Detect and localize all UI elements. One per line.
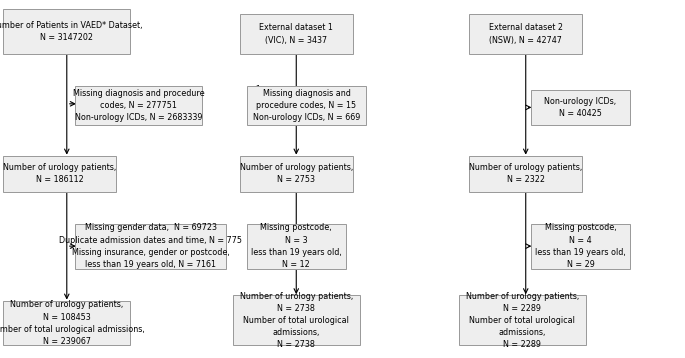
FancyBboxPatch shape (75, 224, 226, 268)
FancyBboxPatch shape (240, 156, 353, 192)
Text: External dataset 2
(NSW), N = 42747: External dataset 2 (NSW), N = 42747 (488, 23, 563, 45)
Text: Non-urology ICDs,
N = 40425: Non-urology ICDs, N = 40425 (545, 97, 616, 118)
Text: Number of urology patients,
N = 2289
Number of total urological
admissions,
N = : Number of urology patients, N = 2289 Num… (466, 292, 579, 349)
Text: Missing diagnosis and
procedure codes, N = 15
Non-urology ICDs, N = 669: Missing diagnosis and procedure codes, N… (253, 89, 360, 122)
FancyBboxPatch shape (459, 295, 586, 345)
Text: External dataset 1
(VIC), N = 3437: External dataset 1 (VIC), N = 3437 (260, 23, 333, 45)
FancyBboxPatch shape (247, 224, 346, 268)
Text: Number of urology patients,
N = 2322: Number of urology patients, N = 2322 (469, 163, 582, 184)
Text: Missing postcode,
N = 3
less than 19 years old,
N = 12: Missing postcode, N = 3 less than 19 yea… (251, 223, 342, 269)
Text: Number of Patients in VAED* Dataset,
N = 3147202: Number of Patients in VAED* Dataset, N =… (0, 21, 142, 42)
FancyBboxPatch shape (247, 86, 366, 125)
FancyBboxPatch shape (469, 14, 582, 54)
FancyBboxPatch shape (75, 86, 202, 125)
FancyBboxPatch shape (531, 90, 630, 125)
FancyBboxPatch shape (240, 14, 353, 54)
FancyBboxPatch shape (3, 301, 130, 345)
FancyBboxPatch shape (233, 295, 360, 345)
Text: Number of urology patients,
N = 108453
Number of total urological admissions,
N : Number of urology patients, N = 108453 N… (0, 300, 145, 346)
Text: Number of urology patients,
N = 2738
Number of total urological
admissions,
N = : Number of urology patients, N = 2738 Num… (240, 292, 353, 349)
Text: Number of urology patients,
N = 2753: Number of urology patients, N = 2753 (240, 163, 353, 184)
Text: Missing postcode,
N = 4
less than 19 years old,
N = 29: Missing postcode, N = 4 less than 19 yea… (535, 223, 626, 269)
FancyBboxPatch shape (3, 156, 116, 192)
Text: Missing gender data,  N = 69723
Duplicate admission dates and time, N = 775
Miss: Missing gender data, N = 69723 Duplicate… (59, 223, 242, 269)
Text: Number of urology patients,
N = 186112: Number of urology patients, N = 186112 (3, 163, 116, 184)
FancyBboxPatch shape (469, 156, 582, 192)
FancyBboxPatch shape (531, 224, 630, 268)
FancyBboxPatch shape (3, 9, 130, 54)
Text: Missing diagnosis and procedure
codes, N = 277751
Non-urology ICDs, N = 2683339: Missing diagnosis and procedure codes, N… (73, 89, 205, 122)
